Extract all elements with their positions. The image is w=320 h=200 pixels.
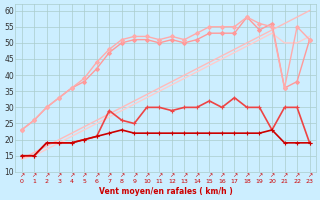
X-axis label: Vent moyen/en rafales ( km/h ): Vent moyen/en rafales ( km/h ) xyxy=(99,187,232,196)
